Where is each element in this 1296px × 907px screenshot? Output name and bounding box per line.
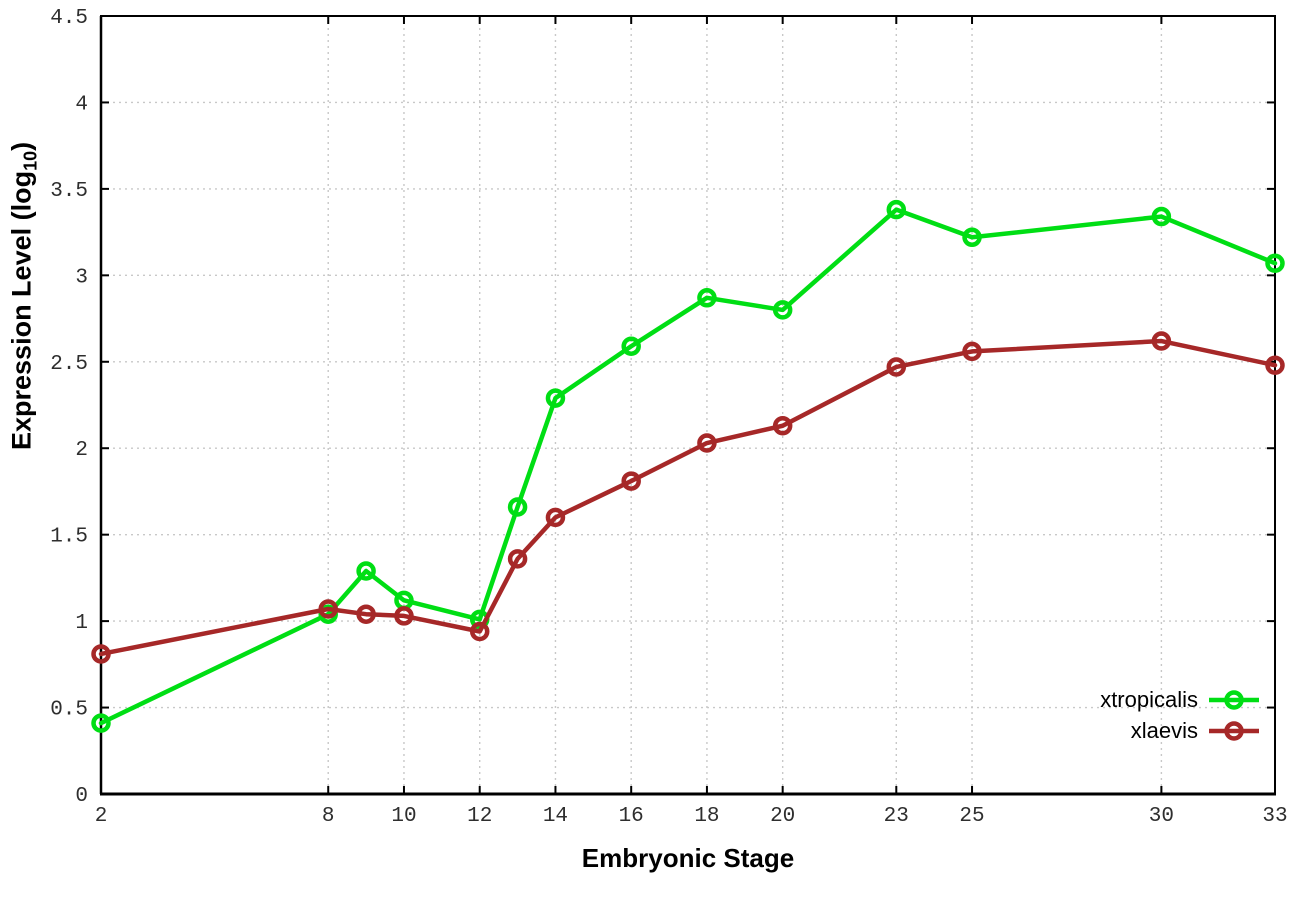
x-tick-label: 10 bbox=[391, 805, 416, 828]
x-tick-label: 18 bbox=[694, 805, 719, 828]
data-point-xlaevis-12 bbox=[469, 621, 490, 642]
legend-marker-xtropicalis bbox=[1209, 689, 1259, 710]
x-tick-label: 12 bbox=[467, 805, 492, 828]
data-point-xlaevis-9 bbox=[356, 604, 376, 624]
data-point-xtropicalis-2 bbox=[91, 713, 111, 733]
y-tick-label: 0.5 bbox=[50, 699, 88, 722]
data-point-xtropicalis-9 bbox=[356, 561, 376, 581]
x-tick-label: 20 bbox=[770, 805, 795, 828]
data-point-xlaevis-2 bbox=[91, 644, 111, 664]
data-point-xtropicalis-18 bbox=[697, 288, 717, 308]
data-point-xtropicalis-23 bbox=[886, 199, 907, 220]
x-tick-label: 16 bbox=[619, 805, 644, 828]
x-tick-label: 30 bbox=[1149, 805, 1174, 828]
data-point-xlaevis-33 bbox=[1265, 355, 1285, 375]
y-axis-title-suffix: ) bbox=[6, 141, 37, 151]
data-point-xlaevis-30 bbox=[1151, 331, 1172, 351]
x-tick-label: 25 bbox=[959, 805, 984, 828]
data-point-xtropicalis-25 bbox=[962, 227, 982, 248]
y-tick-label: 2 bbox=[75, 439, 88, 462]
y-tick-label: 4.5 bbox=[50, 7, 88, 30]
plot-border bbox=[100, 15, 1276, 795]
y-tick-label: 3 bbox=[75, 266, 88, 289]
legend-label-xlaevis: xlaevis bbox=[1130, 717, 1198, 743]
x-tick-label: 23 bbox=[884, 805, 909, 828]
legend: xtropicalis xlaevis bbox=[1100, 684, 1260, 746]
legend-label-xtropicalis: xtropicalis bbox=[1100, 686, 1198, 712]
series-line-xlaevis bbox=[98, 338, 1278, 657]
data-point-xlaevis-23 bbox=[886, 357, 907, 377]
y-axis-title-subscript: 10 bbox=[20, 150, 41, 171]
series-line-xtropicalis bbox=[98, 207, 1278, 726]
legend-marker-xlaevis bbox=[1209, 720, 1259, 741]
data-point-xlaevis-25 bbox=[962, 341, 982, 362]
data-point-xtropicalis-33 bbox=[1265, 253, 1285, 273]
x-tick-label: 14 bbox=[543, 805, 568, 828]
data-point-xtropicalis-14 bbox=[545, 388, 566, 408]
data-point-xlaevis-13 bbox=[507, 549, 528, 569]
x-tick-label: 8 bbox=[322, 805, 335, 828]
y-tick-label: 1.5 bbox=[50, 526, 88, 549]
legend-row-xlaevis: xlaevis bbox=[1100, 715, 1260, 746]
legend-row-xtropicalis: xtropicalis bbox=[1100, 684, 1260, 715]
data-point-xlaevis-8 bbox=[318, 599, 338, 619]
data-point-xlaevis-14 bbox=[545, 507, 566, 528]
x-axis-title: Embryonic Stage bbox=[581, 843, 795, 873]
data-point-xtropicalis-16 bbox=[621, 336, 641, 356]
y-tick-label: 3.5 bbox=[50, 180, 88, 203]
data-point-xlaevis-16 bbox=[621, 471, 641, 491]
y-tick-label: 2.5 bbox=[50, 353, 88, 376]
y-tick-label: 0 bbox=[75, 785, 88, 808]
x-tick-label: 2 bbox=[95, 805, 108, 828]
data-point-xtropicalis-20 bbox=[772, 300, 793, 320]
data-point-xlaevis-10 bbox=[394, 606, 414, 626]
y-axis-title-prefix: Expression Level (log bbox=[6, 170, 37, 450]
y-tick-label: 1 bbox=[75, 612, 88, 635]
data-point-xtropicalis-30 bbox=[1151, 206, 1172, 227]
x-tick-label: 33 bbox=[1262, 805, 1287, 828]
data-point-xtropicalis-13 bbox=[507, 497, 528, 517]
data-point-xlaevis-18 bbox=[697, 433, 717, 453]
data-point-xlaevis-20 bbox=[772, 415, 793, 436]
y-tick-label: 4 bbox=[75, 93, 88, 116]
